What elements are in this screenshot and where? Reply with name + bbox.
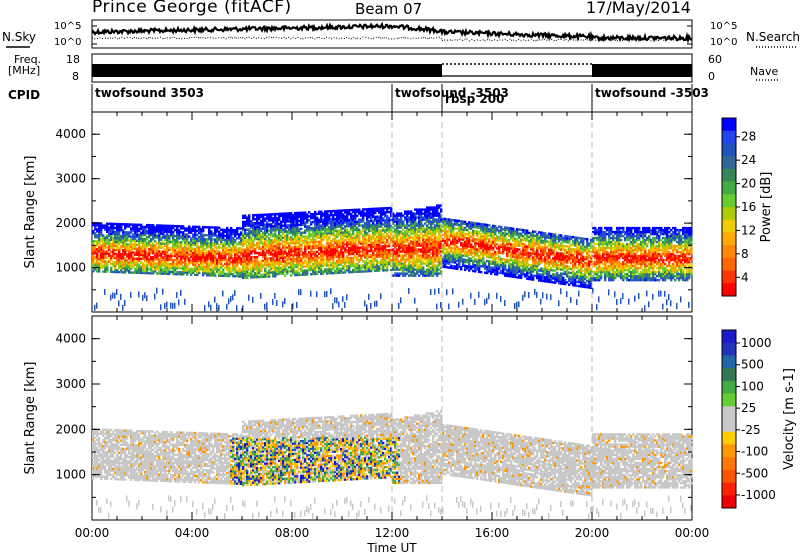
colorbar-swatch bbox=[722, 482, 736, 496]
colorbar-tick-label: 16 bbox=[741, 200, 756, 214]
colorbar-swatch bbox=[722, 469, 736, 483]
cpid-segment-label: twofsound 3503 bbox=[95, 86, 204, 100]
colorbar-swatch bbox=[722, 257, 736, 271]
y-axis-label: Slant Range [km] bbox=[23, 362, 38, 475]
colorbar-swatch bbox=[722, 380, 736, 394]
colorbar-swatch bbox=[722, 342, 736, 356]
colorbar-tick-label: 20 bbox=[741, 177, 756, 191]
mhz-label: [MHz] bbox=[8, 64, 41, 77]
cpid-label: CPID bbox=[8, 88, 41, 102]
colorbar-swatch bbox=[722, 194, 736, 208]
colorbar-swatch bbox=[722, 168, 736, 182]
colorbar-tick-label: 28 bbox=[741, 130, 756, 144]
noise-search-line bbox=[91, 36, 693, 43]
colorbar-swatch bbox=[722, 232, 736, 246]
colorbar-swatch bbox=[722, 156, 736, 170]
freq-bar-1 bbox=[92, 64, 442, 77]
colorbar-tick-label: -1000 bbox=[741, 488, 776, 502]
beam-title: Beam 07 bbox=[355, 0, 423, 18]
nave-right-tick-top: 60 bbox=[708, 53, 722, 66]
colorbar-swatch bbox=[722, 419, 736, 433]
noise-left-tick-top: 10^5 bbox=[54, 21, 82, 32]
y-tick-label: 2000 bbox=[55, 216, 86, 230]
station-title: Prince George (fitACF) bbox=[92, 0, 292, 17]
colorbar-tick-label: -100 bbox=[741, 445, 768, 459]
colorbar-swatch bbox=[722, 130, 736, 144]
colorbar-swatch bbox=[722, 444, 736, 458]
x-tick-label: 00:00 bbox=[675, 526, 710, 540]
noise-panel-frame bbox=[91, 19, 693, 49]
colorbar-tick-label: 1000 bbox=[741, 336, 772, 350]
colorbar-swatch bbox=[722, 495, 736, 509]
colorbar-swatch bbox=[722, 457, 736, 471]
y-tick-label: 1000 bbox=[55, 261, 86, 275]
freq-left-tick-top: 18 bbox=[66, 53, 80, 66]
x-tick-label: 04:00 bbox=[175, 526, 210, 540]
nave-label: Nave bbox=[750, 65, 779, 78]
colorbar-tick-label: 8 bbox=[741, 247, 749, 261]
colorbar-tick-label: 100 bbox=[741, 379, 764, 393]
colorbar-swatch bbox=[722, 393, 736, 407]
y-tick-label: 1000 bbox=[55, 468, 86, 482]
noise-right-tick-bottom: 10^0 bbox=[710, 37, 738, 48]
y-tick-label: 2000 bbox=[55, 422, 86, 436]
colorbar-swatch bbox=[722, 431, 736, 445]
colorbar-swatch bbox=[722, 406, 736, 420]
date-title: 17/May/2014 bbox=[586, 0, 691, 17]
freq-bar-2 bbox=[592, 64, 692, 77]
cpid-segment-label: rbsp 200 bbox=[445, 92, 504, 106]
colorbar-tick-label: 4 bbox=[741, 270, 749, 284]
colorbar-label: Velocity [m s-1] bbox=[782, 368, 797, 470]
heatmap-cells-velocity bbox=[92, 410, 693, 520]
noise-right-tick-top: 10^5 bbox=[710, 21, 738, 32]
x-tick-label: 00:00 bbox=[75, 526, 110, 540]
x-axis-label: Time UT bbox=[366, 541, 417, 554]
nsky-label: N.Sky bbox=[2, 30, 37, 44]
colorbar-swatch bbox=[722, 270, 736, 284]
colorbar-tick-label: 25 bbox=[741, 401, 756, 415]
colorbar-swatch bbox=[722, 330, 736, 344]
y-tick-label: 3000 bbox=[55, 377, 86, 391]
colorbar-swatch bbox=[722, 143, 736, 157]
colorbar-swatch bbox=[722, 245, 736, 259]
colorbar-swatch bbox=[722, 219, 736, 233]
y-tick-label: 3000 bbox=[55, 172, 86, 186]
noise-sky-line bbox=[91, 21, 693, 44]
x-tick-label: 20:00 bbox=[575, 526, 610, 540]
x-tick-label: 08:00 bbox=[275, 526, 310, 540]
cpid-segment-label: twofsound -3503 bbox=[595, 86, 709, 100]
colorbar-tick-label: -25 bbox=[741, 423, 761, 437]
freq-left-tick-bottom: 8 bbox=[72, 70, 79, 83]
colorbar-swatch bbox=[722, 283, 736, 297]
y-tick-label: 4000 bbox=[55, 332, 86, 346]
noise-left-tick-bottom: 10^0 bbox=[54, 37, 82, 48]
cpid-segment-label: twofsound -3503 bbox=[395, 86, 509, 100]
colorbar-swatch bbox=[722, 181, 736, 195]
y-axis-label: Slant Range [km] bbox=[23, 156, 38, 269]
colorbar-swatch bbox=[722, 368, 736, 382]
colorbar-swatch bbox=[722, 118, 736, 132]
heatmap-cells-power bbox=[92, 204, 693, 312]
colorbar-tick-label: 500 bbox=[741, 358, 764, 372]
colorbar-tick-label: 12 bbox=[741, 223, 756, 237]
colorbar-tick-label: -500 bbox=[741, 466, 768, 480]
x-tick-label: 16:00 bbox=[475, 526, 510, 540]
colorbar-swatch bbox=[722, 355, 736, 369]
x-tick-label: 12:00 bbox=[375, 526, 410, 540]
freq-label: Freq. bbox=[14, 53, 42, 66]
nsearch-label: N.Search bbox=[746, 30, 800, 44]
y-tick-label: 4000 bbox=[55, 127, 86, 141]
nave-right-tick-bottom: 0 bbox=[708, 70, 715, 83]
colorbar-label: Power [dB] bbox=[759, 172, 774, 243]
colorbar-frame-velocity bbox=[721, 329, 737, 509]
colorbar-tick-label: 24 bbox=[741, 153, 756, 167]
colorbar-swatch bbox=[722, 207, 736, 221]
